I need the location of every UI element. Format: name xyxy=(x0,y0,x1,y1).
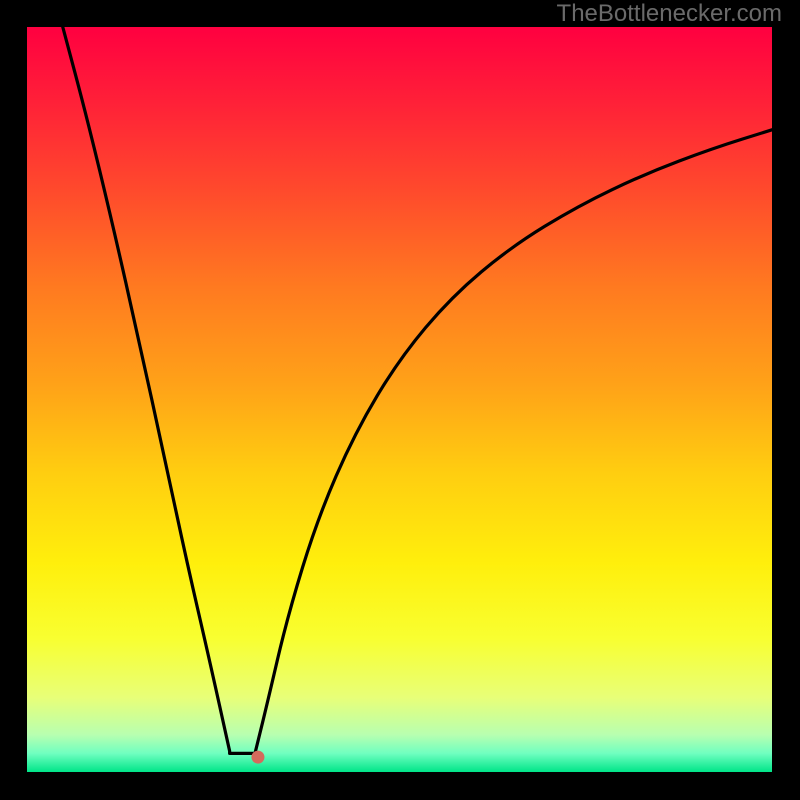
chart-frame: TheBottlenecker.com xyxy=(0,0,800,800)
watermark-text: TheBottlenecker.com xyxy=(557,0,782,28)
bottleneck-curve xyxy=(63,27,772,753)
optimum-marker xyxy=(251,751,264,764)
plot-area xyxy=(27,27,772,772)
curve-layer xyxy=(27,27,772,772)
